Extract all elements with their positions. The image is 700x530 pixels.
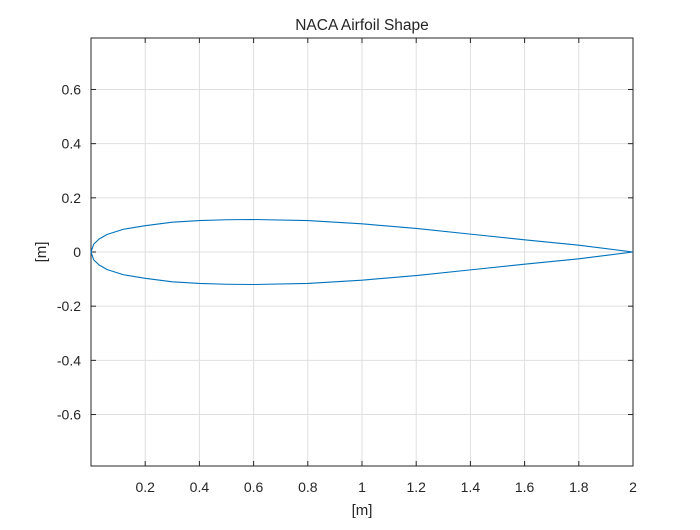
- x-tick-label: 1.8: [569, 479, 589, 495]
- x-tick-label: 1.6: [515, 479, 535, 495]
- y-tick-label: -0.2: [57, 298, 81, 314]
- x-tick-label: 1: [358, 479, 366, 495]
- x-tick-label: 2: [629, 479, 637, 495]
- series-group: [90, 218, 634, 286]
- x-tick-label: 0.2: [135, 479, 155, 495]
- y-tick-label: -0.4: [57, 352, 81, 368]
- tick-labels: 0.2 0.4 0.6 0.8 1 1.2 1.4 1.6 1.8 2 0.6 0.4 0.2 0 -0.2…: [57, 81, 637, 495]
- grid: [91, 38, 634, 466]
- y-tick-label: 0.4: [62, 136, 82, 152]
- y-axis-label: [m]: [33, 242, 50, 263]
- airfoil-profile-line: [90, 218, 634, 286]
- y-tick-label: 0.2: [62, 190, 82, 206]
- x-tick-label: 1.2: [406, 479, 426, 495]
- x-axis-label: [m]: [352, 502, 373, 519]
- y-tick-label: 0: [73, 244, 81, 260]
- y-tick-label: 0.6: [62, 81, 82, 97]
- ticks: [91, 38, 634, 466]
- x-tick-label: 0.6: [244, 479, 264, 495]
- x-tick-label: 1.4: [461, 479, 481, 495]
- chart-title: NACA Airfoil Shape: [295, 17, 429, 34]
- x-tick-label: 0.8: [298, 479, 318, 495]
- x-tick-label: 0.4: [190, 479, 210, 495]
- y-tick-label: -0.6: [57, 407, 81, 423]
